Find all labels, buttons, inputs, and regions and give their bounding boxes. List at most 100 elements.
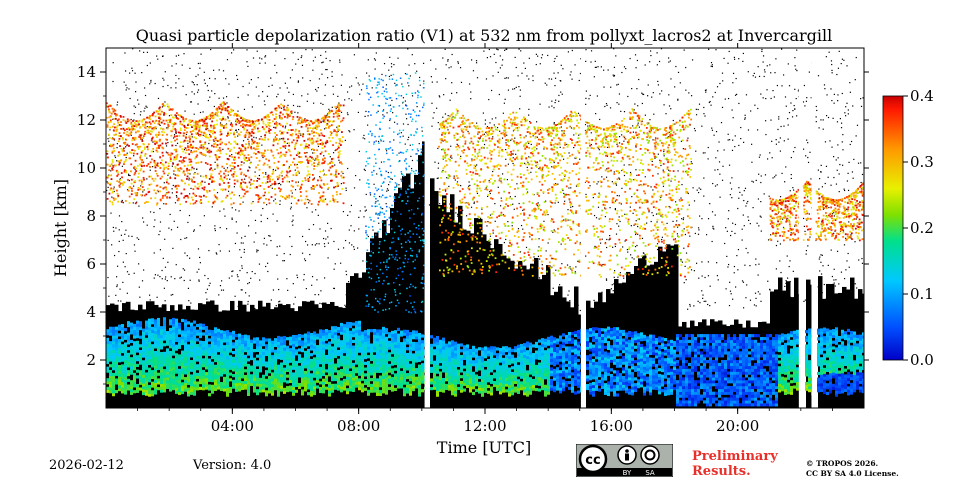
noise-point (723, 57, 725, 60)
aerosol-cell (367, 378, 370, 382)
noise-point (614, 209, 616, 211)
noise-point (266, 244, 268, 246)
aerosol-cell (214, 341, 217, 345)
noise-point (174, 202, 177, 204)
noise-point (375, 201, 377, 203)
aerosol-cell (262, 354, 265, 358)
noise-point (489, 192, 491, 195)
noise-point (574, 157, 576, 159)
noise-point (261, 58, 263, 60)
signal-column (698, 322, 703, 408)
aerosol-cell (181, 382, 184, 386)
signal-column (446, 212, 451, 408)
noise-point (795, 97, 797, 100)
aerosol-cell (154, 339, 157, 343)
noise-point (331, 75, 333, 78)
aerosol-cell (193, 363, 196, 367)
aerosol-cell (454, 344, 457, 348)
noise-point (276, 72, 278, 74)
noise-point (631, 196, 633, 198)
aerosol-cell (391, 330, 394, 335)
aerosol-cell (400, 333, 403, 337)
aerosol-cell (118, 341, 121, 346)
aerosol-cell (235, 382, 238, 387)
aerosol-cell (226, 373, 229, 377)
noise-point (231, 218, 233, 220)
aerosol-cell (199, 375, 202, 379)
noise-point (134, 72, 136, 74)
noise-point (353, 246, 355, 248)
noise-point (157, 274, 159, 276)
noise-point (754, 292, 757, 294)
aerosol-cell (286, 348, 289, 352)
noise-point (492, 232, 494, 234)
noise-point (702, 294, 704, 296)
noise-point (287, 289, 289, 291)
noise-point (708, 48, 710, 50)
aerosol-cell (388, 352, 391, 356)
aerosol-cell (199, 346, 202, 350)
noise-point (618, 142, 621, 144)
noise-point (297, 112, 299, 114)
aerosol-cell (433, 378, 436, 382)
noise-point (219, 226, 221, 229)
noise-point (362, 83, 364, 85)
aerosol-cell (181, 339, 184, 343)
aerosol-cell (124, 362, 127, 366)
aerosol-cell (124, 348, 127, 352)
noise-point (504, 251, 506, 254)
noise-point (568, 290, 570, 292)
aerosol-cell (331, 369, 334, 373)
aerosol-cell (184, 365, 187, 369)
noise-point (291, 69, 293, 71)
aerosol-cell (109, 375, 112, 379)
signal-column (534, 257, 539, 408)
aerosol-cell (184, 379, 187, 384)
noise-point (382, 208, 384, 210)
aerosol-cell (379, 352, 382, 356)
aerosol-cell (142, 386, 145, 390)
aerosol-cell (205, 328, 208, 333)
aerosol-cell (145, 355, 148, 359)
noise-point (324, 245, 326, 248)
noise-point (264, 55, 267, 57)
noise-point (815, 239, 817, 242)
noise-point (460, 155, 462, 157)
aerosol-cell (115, 378, 118, 382)
aerosol-cell (109, 346, 112, 351)
aerosol-cell (145, 360, 148, 365)
noise-point (327, 236, 329, 238)
noise-point (281, 138, 283, 140)
noise-point (567, 219, 569, 221)
aerosol-cell (418, 344, 421, 348)
noise-point (595, 66, 597, 68)
noise-point (348, 98, 350, 100)
noise-point (698, 103, 701, 105)
noise-point (560, 126, 562, 128)
noise-point (311, 284, 313, 286)
noise-point (264, 62, 266, 64)
aerosol-cell (307, 354, 310, 358)
aerosol-cell (454, 384, 457, 388)
aerosol-cell (415, 333, 418, 337)
aerosol-cell (235, 374, 238, 378)
aerosol-cell (355, 329, 358, 333)
aerosol-cell (421, 351, 424, 355)
aerosol-cell (145, 332, 148, 336)
noise-point (138, 205, 140, 207)
noise-point (512, 162, 514, 165)
aerosol-cell (280, 336, 283, 340)
aerosol-cell (349, 371, 352, 375)
aerosol-cell (331, 375, 334, 379)
aerosol-cell (367, 360, 370, 365)
aerosol-cell (298, 336, 301, 341)
aerosol-cell (370, 383, 373, 388)
aerosol-cell (433, 352, 436, 356)
noise-point (660, 196, 662, 199)
noise-point (529, 120, 531, 123)
aerosol-cell (205, 374, 208, 379)
noise-point (555, 99, 557, 101)
aerosol-cell (172, 340, 175, 345)
aerosol-cell (331, 366, 334, 370)
noise-point (634, 54, 637, 56)
